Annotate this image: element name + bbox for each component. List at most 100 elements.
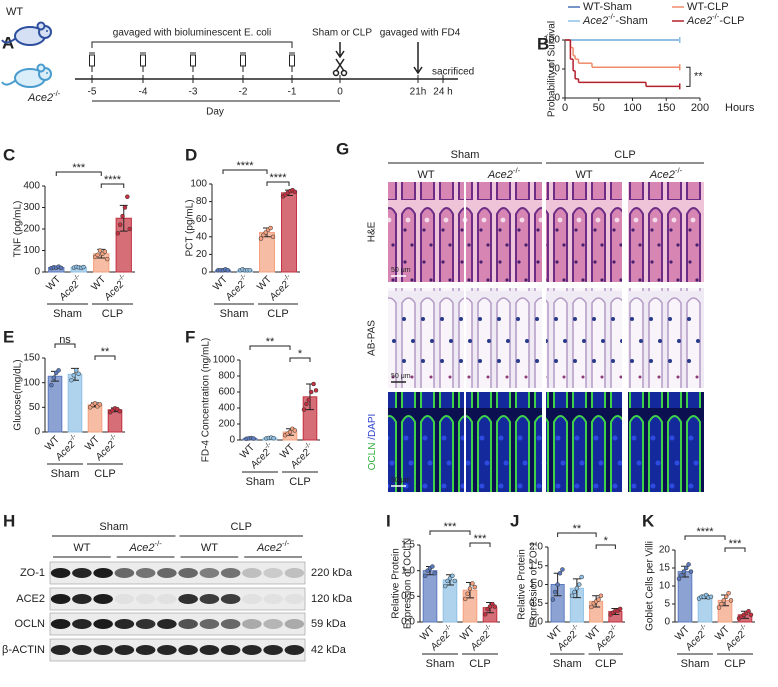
row-label: OCLN /DAPI [367, 414, 378, 471]
x-tick-label: 100 [623, 102, 641, 114]
column-label: WT [201, 542, 218, 554]
blot-band [178, 645, 198, 655]
micrograph [388, 392, 464, 492]
x-tick-label: Ace2-/- [56, 273, 87, 304]
panel-label: K [642, 511, 655, 530]
group-label: Sham [99, 521, 128, 533]
timeline-label: 0 [337, 87, 343, 98]
y-axis-label: Relative Protein [517, 549, 528, 620]
y-tick-label: 400 [23, 181, 40, 192]
y-axis-label: Expression of ZO-1 [529, 541, 540, 628]
panel-label: B [537, 34, 549, 53]
data-point [688, 569, 694, 574]
data-point [92, 401, 98, 406]
data-point [482, 612, 488, 617]
data-point [555, 582, 560, 587]
data-point [95, 252, 100, 258]
data-point [719, 601, 724, 607]
blot-band [199, 594, 220, 604]
significance-bracket [94, 355, 116, 360]
blot-band [284, 645, 305, 655]
size-label: 220 kDa [311, 567, 353, 579]
bar [67, 373, 83, 433]
y-tick-label: 0.0 [529, 617, 543, 628]
data-point [723, 594, 729, 600]
y-tick-label: 2.0 [529, 542, 543, 553]
group-label: Sham [681, 658, 710, 670]
data-point [56, 368, 61, 373]
group-label: CLP [267, 308, 288, 320]
timeline-label: -2 [239, 87, 248, 98]
data-point [726, 590, 731, 596]
size-label: 120 kDa [311, 593, 353, 605]
y-tick-label: 1.5 [401, 540, 415, 551]
data-point [117, 409, 123, 414]
data-point [258, 236, 264, 241]
y-tick-label: 60 [196, 214, 208, 225]
bar [697, 596, 713, 623]
significance-label: **** [236, 160, 254, 172]
significance-label: ** [694, 71, 703, 83]
data-point [450, 573, 455, 579]
group-label: Sham [246, 476, 275, 488]
group-label: CLP [231, 521, 252, 533]
blot-panel: H Sham CLP WT Ace2-/- WT Ace2-/- ZO-1 220 kDa ACE… [2, 511, 353, 662]
column-label: WT [417, 169, 434, 181]
y-tick-label: 800 [218, 371, 235, 382]
data-point [430, 564, 435, 569]
y-axis-label: Goblet Cells per Villi [645, 541, 656, 631]
histology-panel: G Sham CLP WT Ace2-/- WT Ace2-/- H&E AB-PAS 50 μm… [336, 139, 704, 492]
stain-dapi: /DAPI [367, 414, 378, 440]
significance-bracket [266, 181, 290, 186]
data-point [51, 375, 57, 380]
x-tick-label: Ace2-/- [101, 273, 132, 304]
significance-bracket [249, 345, 291, 350]
y-tick-label: 300 [23, 202, 40, 213]
blot-band [178, 594, 198, 604]
data-point [465, 591, 470, 597]
y-axis-label: FD-4 Concentration (ng/mL) [201, 338, 212, 463]
data-point [81, 264, 86, 270]
y-tick-label: 10 [659, 581, 671, 592]
micrograph [628, 392, 704, 492]
blot-band [220, 645, 241, 655]
y-tick-label: 150 [23, 353, 40, 364]
syringe-icon [289, 52, 295, 72]
blot-band [242, 594, 262, 604]
y-tick-label: 600 [218, 387, 235, 398]
data-point [462, 596, 468, 602]
significance-label: *** [729, 538, 743, 550]
data-point [73, 368, 79, 373]
blot-band [135, 568, 156, 578]
blot-band [135, 619, 156, 629]
group-label: Sham [220, 308, 249, 320]
y-tick-label: 1.0 [401, 565, 415, 576]
significance-label: **** [104, 174, 122, 186]
data-point [102, 249, 108, 254]
gavage-label: gavaged with bioluminescent E. coli [113, 28, 271, 39]
micrograph [628, 182, 704, 282]
stain-ocln: OCLN [367, 443, 378, 471]
blot-band [93, 568, 113, 578]
group-label: Sham [426, 658, 455, 670]
legend-label: Ace2-/--Sham [582, 12, 648, 27]
data-point [251, 436, 256, 441]
mouse-label: WT [6, 6, 23, 18]
y-tick-label: 0 [664, 617, 670, 628]
y-tick-label: 50 [29, 402, 41, 413]
micrograph [388, 288, 464, 388]
data-point [432, 570, 438, 576]
data-point [268, 225, 273, 231]
column-label: Ace2-/- [649, 166, 683, 181]
mouse-label: Ace2-/- [27, 89, 61, 104]
bar [422, 570, 438, 623]
significance-label: ** [266, 336, 275, 348]
syringe-icon [190, 52, 196, 72]
data-point [589, 604, 594, 610]
column-label: Ace2-/- [128, 539, 162, 554]
blot-band [50, 594, 71, 604]
protein-label: OCLN [14, 618, 45, 630]
blot-band [72, 645, 92, 655]
blot-band [220, 619, 241, 629]
